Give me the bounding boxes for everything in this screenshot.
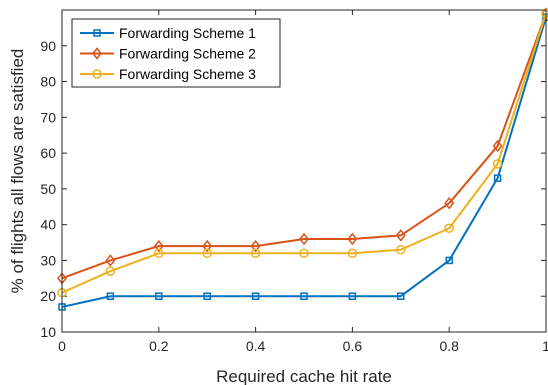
data-point [202,248,212,259]
data-point [250,248,261,259]
data-point [251,292,260,300]
data-point [347,248,358,259]
data-point [155,292,163,300]
data-point [347,232,358,246]
axes-box [61,9,547,333]
y-tick-label: 50 [40,181,56,197]
data-point [250,239,261,253]
data-point [300,292,308,300]
y-tick-label: 40 [40,217,56,233]
data-point [203,292,211,300]
data-point [105,266,116,276]
data-point [154,248,164,259]
data-point [444,196,455,210]
legend-marker [92,69,102,79]
data-point [299,248,309,259]
y-tick-label: 60 [40,145,56,161]
legend-entry: Forwarding Scheme 3 [80,66,256,82]
x-tick-label: 0.8 [439,338,459,354]
data-point [493,174,502,182]
x-axis-title: Required cache hit rate [216,367,392,385]
data-point [445,256,453,265]
x-tick-label: 0.4 [246,338,266,354]
series-line [61,13,547,294]
series-line [61,13,547,280]
legend-label: Forwarding Scheme 3 [119,66,256,82]
data-point [444,223,454,233]
legend-entry: Forwarding Scheme 1 [80,25,256,41]
y-tick-label: 20 [40,288,56,304]
data-point [492,159,503,169]
x-tick-label: 0.6 [343,338,363,354]
data-point [492,139,503,153]
legend-label: Forwarding Scheme 1 [119,25,256,41]
y-tick-label: 90 [40,38,56,54]
data-point [299,232,309,246]
legend-label: Forwarding Scheme 2 [119,46,256,62]
data-point [202,239,213,253]
data-point [348,292,357,300]
x-tick-label: 1 [542,338,548,354]
series-line [61,16,547,308]
y-tick-label: 30 [40,252,56,268]
x-tick-label: 0 [58,338,66,354]
legend-marker [93,29,101,37]
y-axis-title: % of flights all flows are satisfied [8,49,27,294]
data-point [396,244,406,255]
legend-marker [92,47,102,60]
y-tick-label: 10 [40,324,56,340]
legend-entry: Forwarding Scheme 2 [80,46,256,62]
x-tick-label: 0.2 [149,338,169,354]
series-lines [57,7,548,311]
data-point [397,292,405,300]
data-point [106,292,115,300]
legend: Forwarding Scheme 1 Forwarding Scheme 2 Fo… [71,18,281,88]
data-point [395,229,406,242]
y-tick-label: 70 [40,109,56,125]
data-point [153,239,164,253]
y-tick-label: 80 [40,74,56,90]
data-point [105,254,116,267]
